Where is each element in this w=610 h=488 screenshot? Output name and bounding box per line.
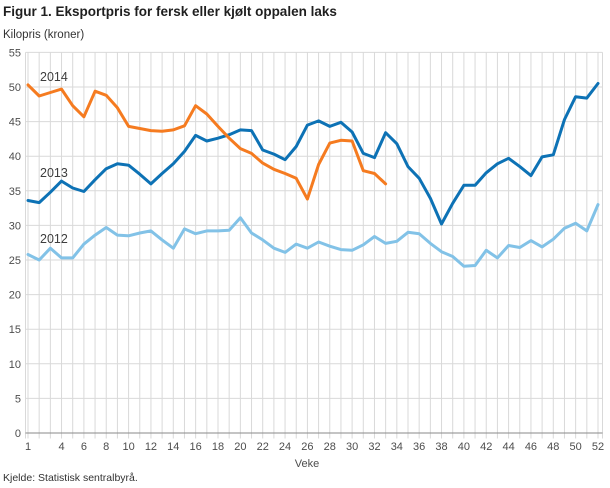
y-tick-label: 5	[15, 393, 21, 405]
y-tick-label: 55	[9, 47, 21, 59]
series-line-2014	[26, 83, 388, 201]
series-label-2014: 2014	[40, 70, 68, 84]
y-tick-label: 40	[9, 151, 21, 163]
x-tick-label: 36	[413, 441, 425, 453]
x-tick-label: 22	[257, 441, 269, 453]
y-tick-label: 15	[9, 324, 21, 336]
x-tick-label: 52	[592, 441, 604, 453]
x-tick-label: 28	[324, 441, 336, 453]
x-axis-title: Veke	[295, 458, 319, 470]
x-tick-label: 48	[547, 441, 559, 453]
y-axis-unit-label: Kilopris (kroner)	[3, 29, 84, 41]
x-tick-label: 32	[368, 441, 380, 453]
x-tick-label: 4	[58, 441, 64, 453]
x-tick-label: 6	[81, 441, 87, 453]
series-label-2013: 2013	[40, 166, 68, 180]
y-tick-label: 0	[15, 428, 21, 440]
x-tick-label: 1	[25, 441, 31, 453]
x-tick-label: 12	[145, 441, 157, 453]
series-label-2012: 2012	[40, 232, 68, 246]
x-tick-label: 10	[122, 441, 134, 453]
x-tick-label: 8	[103, 441, 109, 453]
x-tick-label: 26	[301, 441, 313, 453]
x-tick-label: 20	[234, 441, 246, 453]
y-tick-label: 50	[9, 82, 21, 94]
x-tick-label: 44	[502, 441, 514, 453]
x-tick-label: 38	[435, 441, 447, 453]
y-tick-label: 30	[9, 220, 21, 232]
source-note: Kjelde: Statistisk sentralbyrå.	[3, 472, 138, 484]
y-tick-label: 20	[9, 290, 21, 302]
x-tick-label: 30	[346, 441, 358, 453]
x-tick-label: 16	[190, 441, 202, 453]
y-tick-label: 25	[9, 255, 21, 267]
y-tick-label: 10	[9, 359, 21, 371]
x-tick-label: 18	[212, 441, 224, 453]
x-tick-label: 42	[480, 441, 492, 453]
x-tick-label: 50	[570, 441, 582, 453]
series-inline-labels: 2014 2013 2012	[40, 70, 68, 246]
x-tick-label: 24	[279, 441, 291, 453]
y-tick-label: 35	[9, 186, 21, 198]
y-tick-label: 45	[9, 117, 21, 129]
x-tick-label: 40	[458, 441, 470, 453]
x-tick-label: 14	[167, 441, 179, 453]
figure-title: Figur 1. Eksportpris for fersk eller kjø…	[3, 4, 337, 19]
x-tick-label: 34	[391, 441, 403, 453]
series-line-2012	[26, 203, 600, 268]
series-line-2013	[26, 82, 600, 226]
x-tick-label: 46	[525, 441, 537, 453]
